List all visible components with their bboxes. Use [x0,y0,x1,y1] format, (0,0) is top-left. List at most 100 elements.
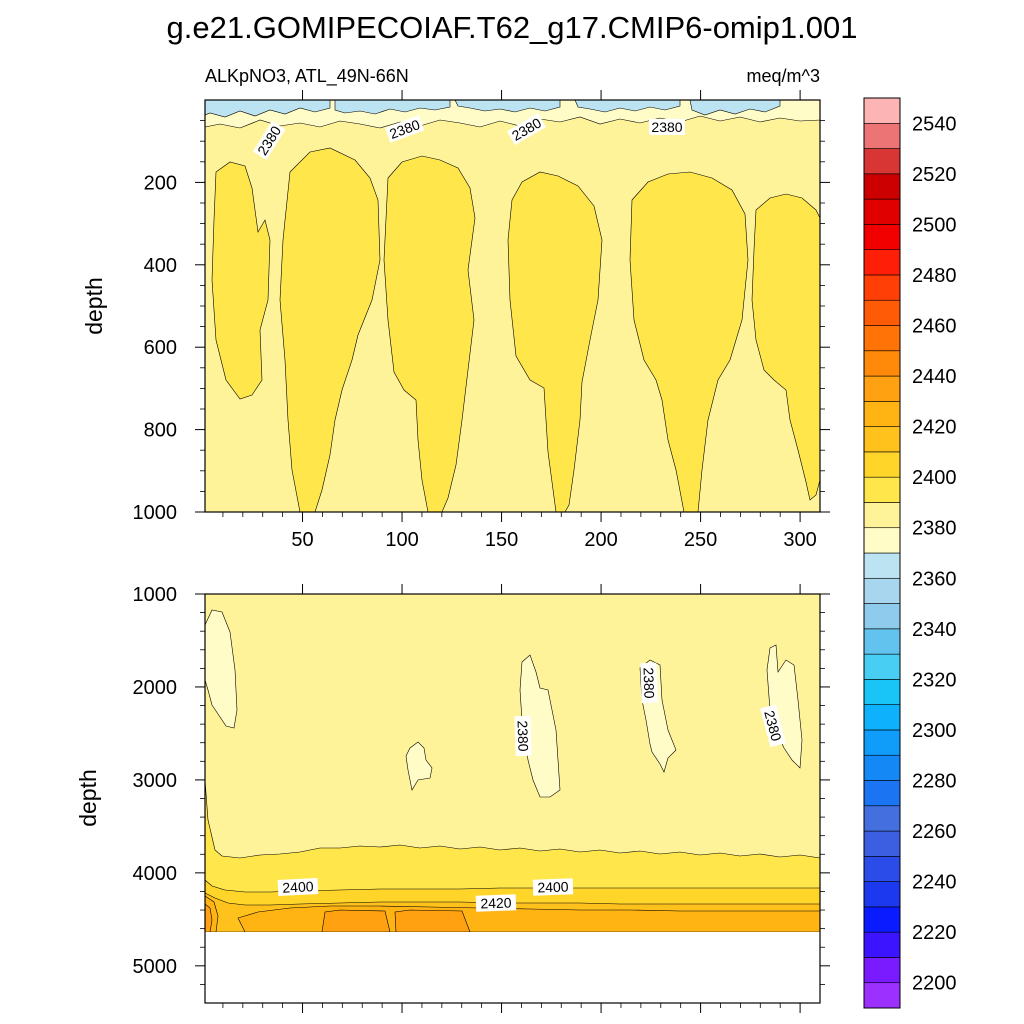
colorbar-tick-label: 2200 [912,973,957,995]
top-core-3 [383,155,476,513]
bottom-contour-label-4: 2380 [514,715,532,757]
colorbar-tick-label: 2440 [912,366,957,388]
top-x-axis: 50 100 150 200 250 300 [222,90,817,551]
bottom-contour-label-1: 2400 [277,877,319,897]
colorbar-swatch [863,375,901,402]
colorbar-tick-label: 2240 [912,872,957,894]
top-core-2 [279,147,381,513]
colorbar-tick-label: 2280 [912,771,957,793]
y-tick-label: 800 [144,420,177,442]
bottom-no-data-region [205,932,820,1003]
colorbar-frame [863,97,901,1009]
y-tick-label: 3000 [133,770,178,792]
colorbar-tick-label: 2520 [912,164,957,186]
y-tick-label: 4000 [133,863,178,885]
colorbar-swatch [863,299,901,326]
y-tick-label: 200 [144,172,177,194]
top-y-axis-label: depth [81,277,107,335]
bottom-blob-2 [405,741,433,791]
y-tick-label: 600 [144,337,177,359]
top-band-2360-2370 [204,99,781,118]
colorbar-tick-label: 2380 [912,518,957,540]
contour-label-text: 2400 [282,878,314,896]
colorbar-tick-label: 2480 [912,265,957,287]
colorbar-tick-label: 2340 [912,619,957,641]
colorbar-swatch [863,426,901,453]
top-core-5 [629,171,749,513]
x-tick-label: 200 [584,529,617,551]
colorbar-swatch [863,224,901,250]
colorbar-swatch [863,906,901,933]
top-core-4 [507,171,603,513]
bottom-y-axis-label: depth [75,769,101,827]
colorbar-swatch [863,249,901,276]
colorbar-swatch [863,350,901,377]
colorbar-swatch [863,856,901,882]
bottom-panel: 2400 2420 2400 2380 2380 2380 1000 2000 30… [75,584,830,1013]
y-tick-label: 1000 [133,584,178,606]
main-title: g.e21.GOMIPECOIAF.T62_g17.CMIP6-omip1.00… [167,10,858,45]
colorbar-swatch [863,527,901,554]
colorbar-swatch [863,173,901,200]
y-tick-label: 1000 [133,502,178,524]
top-y-axis: 200 400 600 800 1000 [133,120,830,524]
x-tick-label: 100 [385,529,418,551]
top-core-6 [751,193,821,501]
colorbar-swatch [863,679,901,705]
colorbar-tick-label: 2420 [912,417,957,439]
colorbar-swatch [863,830,901,857]
colorbar-swatch [863,881,901,908]
colorbar-swatch [863,603,901,630]
colorbar-swatch [863,754,901,781]
colorbar-tick-label: 2540 [912,113,957,135]
bottom-contour-label-6: 2380 [760,704,786,748]
colorbar-swatch [863,577,901,604]
contour-label-text: 2380 [651,119,682,135]
bottom-blob-1 [204,609,238,729]
colorbar-tick-label: 2220 [912,922,957,944]
colorbar-tick-label: 2400 [912,467,957,489]
colorbar-swatch [863,502,901,529]
top-units-label: meq/m^3 [747,66,820,86]
colorbar-swatch [863,805,901,832]
bottom-core-1 [321,909,391,933]
colorbar-swatch [863,122,901,149]
bottom-core-2 [394,909,471,933]
colorbar-swatch [863,552,901,579]
top-variable-label: ALKpNO3, ATL_49N-66N [205,66,409,87]
colorbar-swatch [863,198,901,225]
x-tick-label: 150 [485,529,518,551]
colorbar-swatch [863,628,901,655]
contour-label-text: 2420 [480,894,512,911]
y-tick-label: 2000 [133,677,178,699]
colorbar-tick-label: 2460 [912,316,957,338]
colorbar-swatch [863,704,901,731]
colorbar-swatch [863,148,901,175]
contour-label-text: 2380 [640,667,657,699]
colorbar-swatch [863,931,901,958]
contour-label-text: 2400 [537,878,569,895]
y-tick-label: 400 [144,255,177,277]
colorbar-tick-label: 2320 [912,669,957,691]
colorbar-swatch [863,982,901,1009]
y-tick-label: 5000 [133,956,178,978]
bottom-x-axis [222,584,801,1013]
contour-label-text: 2380 [761,709,785,743]
top-core-1 [211,161,271,400]
bottom-y-axis: 1000 2000 3000 4000 5000 [133,584,830,985]
x-tick-label: 300 [783,529,816,551]
contour-label-text: 2380 [514,720,531,752]
colorbar-swatch [863,729,901,756]
colorbar-swatch [863,780,901,807]
colorbar-tick-label: 2260 [912,821,957,843]
colorbar-swatch [863,476,901,503]
bottom-contour-label-5: 2380 [640,662,658,704]
colorbar-swatch [863,401,901,427]
top-panel: ALKpNO3, ATL_49N-66N meq/m^3 2380 2380 2… [81,66,830,551]
colorbar-tick-label: 2360 [912,568,957,590]
x-tick-label: 50 [291,529,313,551]
colorbar-tick-label: 2500 [912,214,957,236]
colorbar-tick-label: 2300 [912,720,957,742]
colorbar: 2200 2220 2240 2260 2280 2300 2320 2340 2360 2380… [863,97,957,1009]
